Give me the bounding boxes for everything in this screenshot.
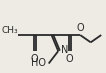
Text: O: O	[65, 54, 73, 64]
Text: O: O	[77, 23, 84, 33]
Text: N: N	[61, 45, 68, 55]
Text: CH₃: CH₃	[1, 26, 18, 35]
Text: HO: HO	[31, 58, 46, 68]
Text: O: O	[31, 54, 38, 64]
